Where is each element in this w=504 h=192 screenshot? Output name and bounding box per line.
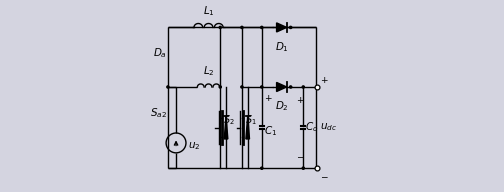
Circle shape [261, 86, 263, 88]
Circle shape [219, 86, 221, 88]
Text: $-$: $-$ [296, 151, 304, 160]
Circle shape [219, 26, 221, 28]
Text: $D_a$: $D_a$ [153, 47, 167, 60]
Text: $-$: $-$ [320, 171, 329, 180]
Text: $u_{dc}$: $u_{dc}$ [321, 122, 338, 133]
Text: $D_1$: $D_1$ [275, 40, 289, 54]
Text: $+$: $+$ [296, 95, 304, 105]
Text: $C_o$: $C_o$ [305, 121, 319, 134]
Circle shape [261, 167, 263, 169]
Polygon shape [224, 116, 228, 139]
Text: $S_{a2}$: $S_{a2}$ [150, 106, 167, 120]
Text: $u_2$: $u_2$ [188, 141, 200, 152]
Polygon shape [277, 82, 287, 92]
Circle shape [241, 86, 243, 88]
Text: $+$: $+$ [320, 75, 329, 85]
Text: $S_2$: $S_2$ [223, 113, 235, 127]
Text: $C_1$: $C_1$ [264, 124, 277, 138]
Circle shape [261, 26, 263, 28]
Text: $L_2$: $L_2$ [203, 64, 214, 78]
Text: $S_1$: $S_1$ [244, 113, 257, 127]
Text: $D_2$: $D_2$ [275, 100, 289, 113]
Circle shape [241, 26, 243, 28]
Circle shape [167, 86, 169, 88]
Polygon shape [277, 23, 287, 32]
Circle shape [302, 167, 304, 169]
Circle shape [302, 86, 304, 88]
Circle shape [290, 26, 292, 28]
Text: $+$: $+$ [264, 93, 273, 103]
Circle shape [290, 86, 292, 88]
Polygon shape [246, 116, 249, 139]
Text: $L_1$: $L_1$ [203, 5, 214, 18]
